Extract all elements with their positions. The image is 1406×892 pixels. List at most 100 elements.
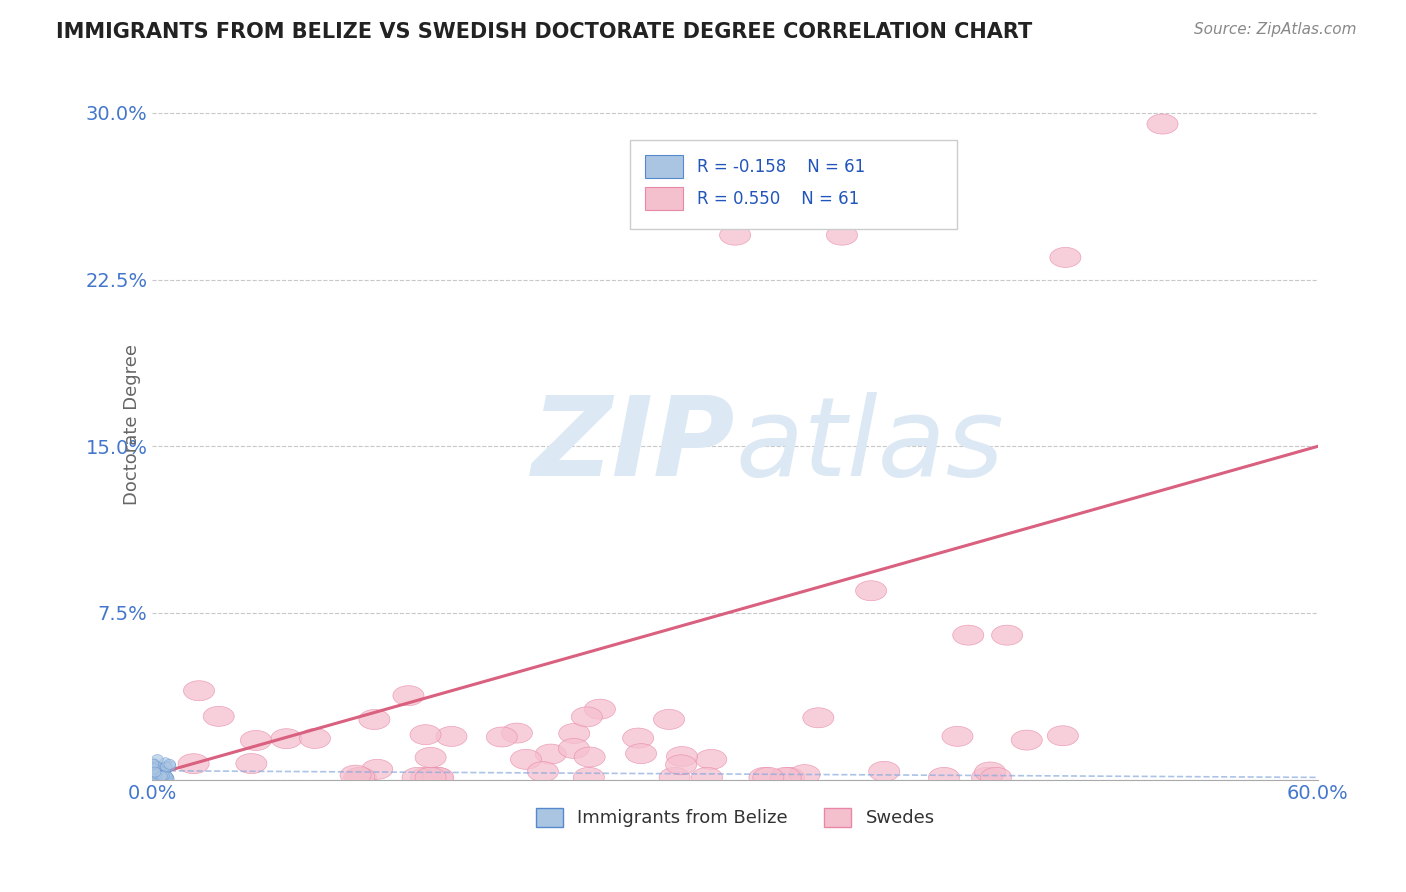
Ellipse shape: [502, 723, 533, 743]
Ellipse shape: [163, 774, 174, 784]
Ellipse shape: [659, 767, 690, 788]
Ellipse shape: [149, 772, 160, 782]
Ellipse shape: [157, 772, 169, 781]
Ellipse shape: [1147, 114, 1178, 134]
Ellipse shape: [152, 769, 165, 779]
Ellipse shape: [148, 759, 159, 769]
Ellipse shape: [160, 757, 172, 768]
Ellipse shape: [346, 767, 377, 788]
Ellipse shape: [162, 772, 173, 782]
Ellipse shape: [157, 772, 170, 781]
Ellipse shape: [436, 726, 467, 747]
Ellipse shape: [510, 749, 541, 769]
Ellipse shape: [152, 755, 163, 764]
Ellipse shape: [571, 706, 602, 727]
Ellipse shape: [558, 739, 589, 758]
Text: Source: ZipAtlas.com: Source: ZipAtlas.com: [1194, 22, 1357, 37]
Ellipse shape: [422, 767, 453, 788]
FancyBboxPatch shape: [630, 140, 956, 228]
Text: R = -0.158    N = 61: R = -0.158 N = 61: [696, 158, 865, 176]
Ellipse shape: [654, 709, 685, 730]
Ellipse shape: [148, 770, 159, 780]
Bar: [645, 187, 683, 210]
Ellipse shape: [340, 765, 371, 785]
Ellipse shape: [152, 771, 165, 780]
Ellipse shape: [423, 767, 454, 788]
Ellipse shape: [974, 762, 1005, 782]
Ellipse shape: [692, 767, 723, 788]
Ellipse shape: [623, 728, 654, 748]
Ellipse shape: [415, 767, 446, 788]
Ellipse shape: [666, 747, 697, 766]
Ellipse shape: [183, 681, 215, 701]
Ellipse shape: [149, 761, 160, 772]
Ellipse shape: [155, 764, 166, 774]
Ellipse shape: [150, 769, 162, 779]
Ellipse shape: [156, 772, 167, 781]
Ellipse shape: [299, 729, 330, 748]
Ellipse shape: [359, 709, 389, 730]
Ellipse shape: [558, 723, 589, 743]
Ellipse shape: [160, 762, 172, 772]
Ellipse shape: [146, 759, 159, 770]
Ellipse shape: [165, 761, 176, 771]
Ellipse shape: [160, 772, 172, 782]
Ellipse shape: [803, 707, 834, 728]
Ellipse shape: [165, 759, 176, 769]
Ellipse shape: [148, 773, 159, 784]
Ellipse shape: [574, 767, 605, 788]
Text: R = 0.550    N = 61: R = 0.550 N = 61: [696, 190, 859, 208]
Ellipse shape: [153, 772, 165, 781]
Ellipse shape: [343, 767, 375, 788]
Ellipse shape: [162, 772, 174, 783]
Ellipse shape: [149, 771, 160, 780]
Ellipse shape: [574, 747, 605, 767]
Ellipse shape: [626, 744, 657, 764]
Ellipse shape: [159, 774, 172, 784]
Ellipse shape: [720, 225, 751, 245]
Ellipse shape: [392, 686, 425, 706]
Ellipse shape: [157, 772, 169, 782]
Ellipse shape: [149, 767, 160, 777]
Ellipse shape: [148, 765, 160, 775]
Ellipse shape: [159, 766, 172, 777]
Ellipse shape: [150, 761, 163, 772]
Ellipse shape: [149, 767, 160, 777]
Ellipse shape: [149, 763, 162, 773]
Ellipse shape: [149, 764, 160, 773]
Ellipse shape: [149, 773, 162, 783]
Ellipse shape: [665, 755, 696, 775]
Ellipse shape: [150, 762, 163, 772]
Ellipse shape: [752, 767, 785, 788]
Y-axis label: Doctorate Degree: Doctorate Degree: [124, 343, 141, 505]
Ellipse shape: [160, 771, 172, 780]
Ellipse shape: [202, 706, 235, 726]
Ellipse shape: [156, 767, 167, 777]
Ellipse shape: [415, 747, 446, 767]
Ellipse shape: [146, 770, 159, 780]
Ellipse shape: [149, 774, 160, 784]
Ellipse shape: [928, 767, 959, 788]
Ellipse shape: [146, 765, 157, 775]
Ellipse shape: [148, 771, 159, 780]
Legend: Immigrants from Belize, Swedes: Immigrants from Belize, Swedes: [529, 801, 942, 835]
Ellipse shape: [150, 769, 162, 779]
Ellipse shape: [980, 767, 1012, 788]
Ellipse shape: [271, 729, 302, 748]
Ellipse shape: [773, 767, 804, 788]
Ellipse shape: [149, 772, 162, 781]
Ellipse shape: [149, 770, 162, 780]
Ellipse shape: [827, 225, 858, 245]
Ellipse shape: [150, 773, 162, 784]
Text: atlas: atlas: [735, 392, 1004, 499]
Ellipse shape: [527, 762, 558, 781]
Ellipse shape: [236, 754, 267, 773]
Ellipse shape: [953, 625, 984, 645]
Ellipse shape: [155, 774, 166, 784]
Ellipse shape: [148, 771, 159, 781]
Ellipse shape: [991, 625, 1022, 645]
Ellipse shape: [153, 767, 165, 777]
Ellipse shape: [585, 699, 616, 719]
Ellipse shape: [159, 769, 170, 779]
Ellipse shape: [150, 768, 163, 778]
